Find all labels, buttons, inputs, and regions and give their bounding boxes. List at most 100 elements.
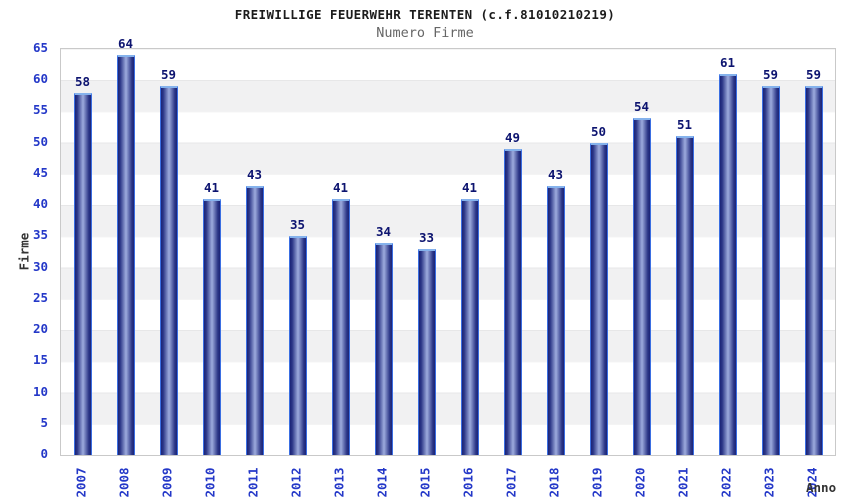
x-tick-label: 2007 bbox=[73, 466, 89, 498]
y-tick-label: 30 bbox=[32, 258, 48, 274]
x-tick-label: 2020 bbox=[632, 466, 648, 498]
bar-slot-2012: 35 bbox=[276, 49, 319, 455]
x-tick-label: 2016 bbox=[460, 466, 476, 498]
bar-2009 bbox=[159, 86, 178, 455]
x-tick-label: 2022 bbox=[718, 466, 734, 498]
x-tick-slot: 2010 bbox=[189, 460, 232, 500]
bar-2023 bbox=[761, 86, 780, 455]
bar-value-label: 61 bbox=[719, 55, 736, 70]
bar-2016 bbox=[460, 198, 479, 455]
bar-2022 bbox=[718, 74, 737, 455]
y-tick-label: 60 bbox=[32, 71, 48, 87]
bar-2007 bbox=[73, 92, 92, 455]
bar-slot-2009: 59 bbox=[147, 49, 190, 455]
x-tick-label: 2019 bbox=[589, 466, 605, 498]
y-tick-label: 5 bbox=[40, 414, 48, 430]
bar-value-label: 35 bbox=[289, 217, 306, 233]
x-tick-slot: 2013 bbox=[318, 460, 361, 500]
y-tick-label: 50 bbox=[32, 133, 48, 149]
bar-slot-2013: 41 bbox=[319, 49, 362, 455]
x-tick-slot: 2019 bbox=[576, 460, 619, 500]
x-tick-slot: 2014 bbox=[361, 460, 404, 500]
chart-title: FREIWILLIGE FEUERWEHR TERENTEN (c.f.8101… bbox=[234, 7, 616, 22]
bar-2011 bbox=[245, 186, 264, 455]
x-tick-label: 2018 bbox=[546, 466, 562, 498]
y-tick-label: 40 bbox=[32, 196, 48, 212]
bar-2019 bbox=[589, 142, 608, 455]
y-tick-label: 25 bbox=[32, 289, 48, 305]
bar-2021 bbox=[675, 136, 694, 455]
x-tick-slot: 2023 bbox=[748, 460, 791, 500]
bar-value-label: 54 bbox=[633, 98, 650, 114]
x-tick-slot: 2007 bbox=[60, 460, 103, 500]
y-tick-label: 0 bbox=[40, 446, 48, 461]
x-tick-slot: 2016 bbox=[447, 460, 490, 500]
bar-2013 bbox=[331, 198, 350, 455]
bar-value-label: 59 bbox=[762, 67, 779, 83]
bar-slot-2023: 59 bbox=[749, 49, 792, 455]
y-tick-label: 10 bbox=[32, 383, 48, 399]
bar-2014 bbox=[374, 242, 393, 455]
bar-slot-2019: 50 bbox=[577, 49, 620, 455]
bar-value-label: 59 bbox=[160, 67, 177, 83]
x-tick-label: 2012 bbox=[288, 466, 304, 498]
x-tick-slot: 2021 bbox=[662, 460, 705, 500]
bar-2017 bbox=[503, 148, 522, 455]
bar-value-label: 43 bbox=[246, 167, 263, 183]
x-tick-slot: 2020 bbox=[619, 460, 662, 500]
bar-slot-2008: 64 bbox=[104, 36, 147, 455]
x-tick-slot: 2017 bbox=[490, 460, 533, 500]
bar-value-label: 58 bbox=[74, 73, 91, 89]
x-tick-slot: 2022 bbox=[705, 460, 748, 500]
bar-slot-2015: 33 bbox=[405, 49, 448, 455]
y-tick-label: 35 bbox=[32, 227, 48, 243]
bar-value-label: 41 bbox=[461, 179, 478, 195]
bar-value-label: 33 bbox=[418, 229, 435, 245]
bar-value-label: 51 bbox=[676, 117, 693, 133]
bar-value-label: 34 bbox=[375, 223, 392, 239]
x-tick-slot: 2011 bbox=[232, 460, 275, 500]
x-tick-label: 2009 bbox=[159, 466, 175, 498]
bar-2020 bbox=[632, 117, 651, 455]
y-tick-label: 55 bbox=[32, 102, 48, 118]
bar-2015 bbox=[417, 248, 436, 455]
bar-slot-2018: 43 bbox=[534, 49, 577, 455]
x-tick-label: 2008 bbox=[116, 466, 132, 498]
chart-subtitle: Numero Firme bbox=[376, 25, 474, 41]
bar-slot-2007: 58 bbox=[61, 49, 104, 455]
x-tick-label: 2017 bbox=[503, 466, 519, 498]
bar-2008 bbox=[116, 55, 135, 455]
x-tick-label: 2011 bbox=[245, 466, 261, 498]
x-tick-label: 2023 bbox=[761, 466, 777, 498]
bar-value-label: 59 bbox=[805, 67, 822, 83]
bar-slot-2017: 49 bbox=[491, 49, 534, 455]
bar-value-label: 41 bbox=[203, 179, 220, 195]
x-tick-label: 2021 bbox=[675, 466, 691, 498]
bar-slot-2024: 59 bbox=[792, 49, 835, 455]
bar-slot-2022: 61 bbox=[706, 49, 749, 455]
x-tick-slot: 2012 bbox=[275, 460, 318, 500]
bar-series: 58 64 59 41 43 35 41 34 33 41 49 43 50 54 51 61 59 59 bbox=[61, 36, 835, 455]
bar-value-label: 50 bbox=[590, 123, 607, 139]
bar-2018 bbox=[546, 186, 565, 455]
bar-slot-2020: 54 bbox=[620, 49, 663, 455]
x-axis-title: Anno bbox=[806, 480, 837, 495]
bar-slot-2016: 41 bbox=[448, 49, 491, 455]
y-tick-label: 15 bbox=[32, 352, 48, 368]
x-tick-slot: 2009 bbox=[146, 460, 189, 500]
x-tick-label: 2013 bbox=[331, 466, 347, 498]
bar-slot-2014: 34 bbox=[362, 49, 405, 455]
x-tick-label: 2015 bbox=[417, 466, 433, 498]
bar-slot-2021: 51 bbox=[663, 49, 706, 455]
y-tick-label: 45 bbox=[32, 164, 48, 180]
bar-value-label: 64 bbox=[117, 36, 134, 52]
bar-2012 bbox=[288, 236, 307, 455]
bar-value-label: 43 bbox=[547, 167, 564, 183]
x-axis-tick-labels: 2007 2008 2009 2010 2011 2012 2013 2014 2015 2016… bbox=[60, 460, 834, 500]
bar-slot-2010: 41 bbox=[190, 49, 233, 455]
y-tick-label: 20 bbox=[32, 321, 48, 337]
x-tick-slot: 2008 bbox=[103, 460, 146, 500]
x-tick-label: 2014 bbox=[374, 466, 390, 498]
bar-slot-2011: 43 bbox=[233, 49, 276, 455]
bar-value-label: 49 bbox=[504, 129, 521, 145]
